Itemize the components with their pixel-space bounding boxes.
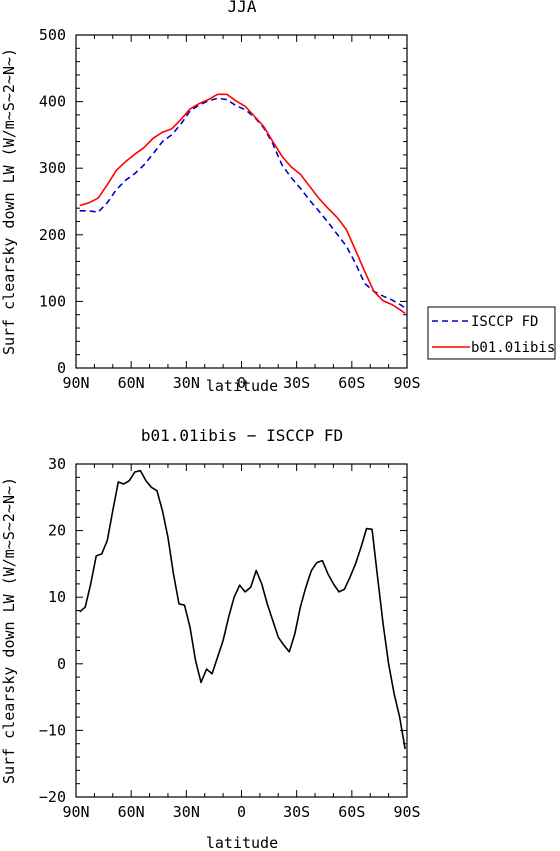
bottom-x-tick-label: 0: [237, 803, 246, 821]
top-y-tick-label: 400: [39, 93, 66, 111]
bottom-y-tick-label: −10: [39, 721, 66, 739]
bottom-x-tick-label: 30S: [283, 803, 310, 821]
bottom-x-tick-label: 60N: [118, 803, 145, 821]
bottom-x-axis-label: latitude: [206, 834, 278, 851]
bottom-x-tick-label: 90S: [393, 803, 420, 821]
bottom-series-line-difference: [79, 469, 406, 750]
top-x-tick-label: 90S: [393, 374, 420, 392]
top-x-tick-label: 30S: [283, 374, 310, 392]
top-y-tick-label: 200: [39, 226, 66, 244]
top-y-tick-label: 100: [39, 292, 66, 310]
bottom-chart-title: b01.01ibis − ISCCP FD: [141, 426, 343, 445]
bottom-y-axis-label: Surf clearsky down LW (W/m~S~2~N~): [0, 477, 18, 784]
bottom-y-tick-label: 30: [48, 455, 66, 473]
top-x-tick-label: 0: [237, 374, 246, 392]
legend-label-b01-01ibis: b01.01ibis: [471, 340, 555, 356]
top-x-tick-label: 30N: [173, 374, 200, 392]
top-x-tick-label: 60S: [338, 374, 365, 392]
top-y-tick-label: 500: [39, 26, 66, 44]
top-y-tick-label: 300: [39, 159, 66, 177]
bottom-plot-frame: [75, 463, 408, 798]
top-y-axis-label: Surf clearsky down LW (W/m~S~2~N~): [0, 48, 18, 355]
top-panel: JJA 90N 60N 30N 0 30S 60S 90S0100200300400500 …: [0, 0, 556, 395]
top-y-tick-label: 0: [57, 359, 66, 377]
top-x-tick-label: 90N: [62, 374, 89, 392]
top-chart-title: JJA: [228, 0, 257, 16]
bottom-y-tick-label: 10: [48, 588, 66, 606]
bottom-y-tick-label: 0: [57, 655, 66, 673]
top-plot-layer: 90N 60N 30N 0 30S 60S 90S 0 100 200 300 400 500: [39, 26, 421, 392]
legend-label-isccp-fd: ISCCP FD: [471, 314, 538, 330]
bottom-y-tick-label: 20: [48, 522, 66, 540]
top-series-line-b01-01ibis: [79, 93, 406, 315]
bottom-x-tick-label: 90N: [62, 803, 89, 821]
top-legend: ISCCP FD b01.01ibis: [427, 306, 556, 360]
bottom-x-tick-label: 30N: [173, 803, 200, 821]
top-plot-frame: [75, 34, 408, 369]
top-series-line-isccp-fd: [79, 97, 406, 309]
bottom-y-tick-label: −20: [39, 788, 66, 806]
bottom-x-tick-label: 60S: [338, 803, 365, 821]
top-x-tick-label: 60N: [118, 374, 145, 392]
top-legend-box: [427, 306, 556, 360]
bottom-plot-layer: 90N 60N 30N 0 30S 60S 90S −20 −10 0 10 20 30: [39, 455, 421, 821]
top-x-axis-label: latitude: [206, 377, 278, 395]
bottom-panel: b01.01ibis − ISCCP FD 90N 60N 30N 0 30S 60S 90…: [0, 426, 421, 851]
